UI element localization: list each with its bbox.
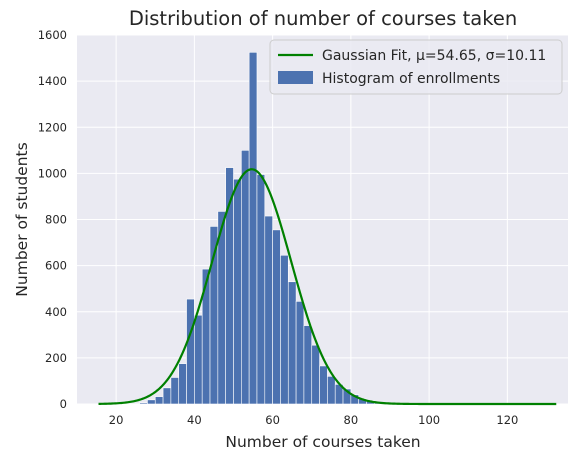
y-tick-label: 200 <box>45 351 67 365</box>
histogram-bar <box>311 344 320 405</box>
gaussian-fit-line <box>98 168 557 406</box>
histogram-bar <box>139 402 148 405</box>
y-axis-label: Number of students <box>13 142 31 296</box>
legend-label-histogram: Histogram of enrollments <box>322 71 500 87</box>
y-tick-label: 1600 <box>38 28 67 42</box>
y-tick-label: 1400 <box>38 74 67 88</box>
y-tick-label: 1000 <box>38 166 67 180</box>
histogram-bar <box>272 229 281 405</box>
histogram-bar <box>147 399 156 405</box>
histogram-bar <box>303 325 313 405</box>
legend-box <box>269 39 563 95</box>
y-tick-label: 600 <box>45 259 67 273</box>
histogram-bar <box>170 377 180 405</box>
histogram-bar <box>194 314 203 405</box>
histogram-bar <box>319 365 328 405</box>
x-tick-label: 40 <box>187 413 202 427</box>
y-tick-label: 0 <box>60 397 67 411</box>
y-tick-labels: 0 200 400 600 800 1000 1200 1400 1600 <box>38 28 67 411</box>
legend-label-gaussian-fit: Gaussian Fit, μ=54.65, σ=10.11 <box>322 48 546 64</box>
chart-title: Distribution of number of courses taken <box>129 7 517 30</box>
histogram-bar <box>241 150 250 405</box>
histogram-bar <box>264 215 273 405</box>
x-tick-label: 60 <box>265 413 280 427</box>
histogram-bar <box>287 281 297 405</box>
y-tick-label: 1200 <box>38 120 67 134</box>
legend: Gaussian Fit, μ=54.65, σ=10.11 Histogram… <box>269 39 563 95</box>
histogram-bar <box>178 363 187 405</box>
histogram-bar <box>295 301 305 405</box>
y-tick-label: 800 <box>45 213 67 227</box>
histogram-bar <box>162 387 172 405</box>
x-tick-label: 80 <box>344 413 359 427</box>
x-axis-label: Number of courses taken <box>225 433 420 451</box>
histogram-bar <box>248 51 258 405</box>
histogram-bar <box>233 178 242 405</box>
histogram-bar <box>256 174 266 405</box>
histogram-bar <box>327 376 336 405</box>
legend-bar-swatch <box>278 71 313 84</box>
histogram-bar <box>280 254 289 405</box>
histogram-bar <box>154 396 164 405</box>
x-tick-label: 120 <box>496 413 518 427</box>
histogram-bars <box>139 51 414 405</box>
x-tick-label: 20 <box>109 413 124 427</box>
x-tick-label: 100 <box>418 413 440 427</box>
histogram-bar <box>186 298 195 405</box>
x-tick-labels: 20 40 60 80 100 120 <box>109 413 519 427</box>
y-tick-label: 400 <box>45 305 67 319</box>
